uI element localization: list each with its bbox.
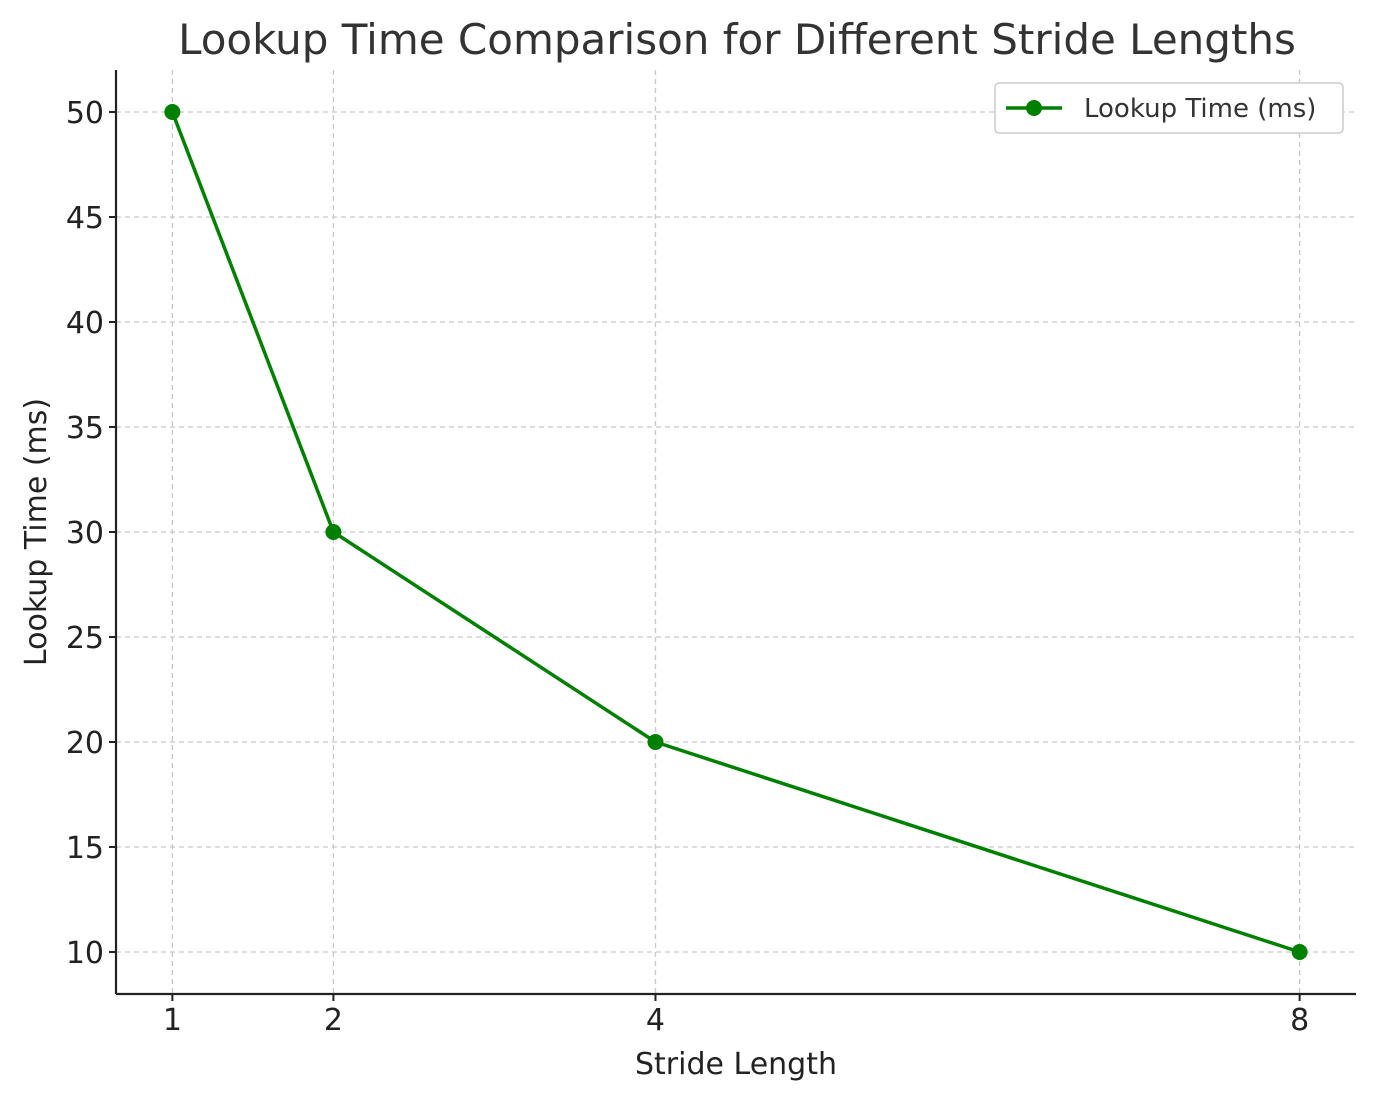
series-line <box>170 111 1301 954</box>
x-tick-label: 8 <box>1290 1003 1309 1038</box>
y-tick-label: 45 <box>66 201 104 236</box>
data-point <box>325 524 342 540</box>
y-tick-label: 10 <box>66 936 104 971</box>
y-tick-label: 30 <box>66 516 104 551</box>
x-axis-label: Stride Length <box>635 1047 837 1082</box>
chart-title: Lookup Time Comparison for Different Str… <box>178 15 1296 64</box>
data-point <box>164 104 181 120</box>
data-point <box>1291 944 1308 960</box>
x-tick-label: 2 <box>324 1003 343 1038</box>
data-point <box>647 734 664 750</box>
y-tick-label: 35 <box>66 411 104 446</box>
y-tick-label: 40 <box>66 306 104 341</box>
x-tick-label: 1 <box>163 1003 182 1038</box>
legend-marker-swatch <box>1026 100 1042 116</box>
legend: Lookup Time (ms) <box>994 82 1344 134</box>
legend-box <box>994 82 1344 134</box>
y-tick-label: 15 <box>66 831 104 866</box>
y-axis-label: Lookup Time (ms) <box>19 398 54 666</box>
axes <box>109 70 1356 1001</box>
y-tick-label: 50 <box>66 96 104 131</box>
y-tick-label: 25 <box>66 621 104 656</box>
grid-lines <box>116 70 1356 994</box>
tick-labels: 1 2 4 8 10 15 20 25 30 35 40 45 50 <box>66 96 1309 1038</box>
data-series <box>164 104 1308 960</box>
y-tick-label: 20 <box>66 726 104 761</box>
x-tick-label: 4 <box>646 1003 665 1038</box>
legend-label: Lookup Time (ms) <box>1084 94 1316 124</box>
